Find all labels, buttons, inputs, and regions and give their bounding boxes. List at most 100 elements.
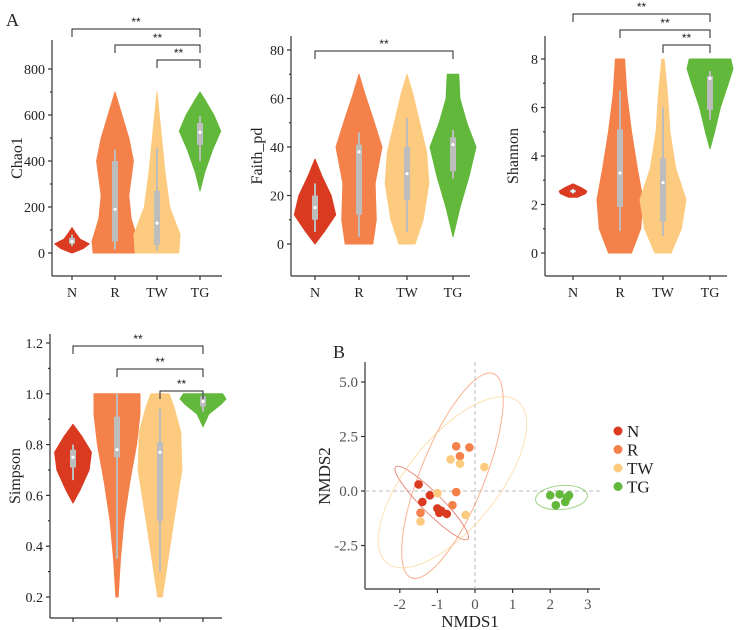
legend-label: TW xyxy=(627,459,654,478)
iqr-box xyxy=(660,158,666,222)
y-tick-label: 40 xyxy=(270,141,284,156)
significance-label: ** xyxy=(153,31,163,45)
median-point xyxy=(405,172,409,176)
iqr-box xyxy=(450,137,456,172)
y-tick-label: 0.0 xyxy=(339,484,358,500)
point-N xyxy=(414,480,423,489)
significance-bracket xyxy=(572,13,711,22)
y-tick-label: 0.6 xyxy=(26,489,44,504)
point-TW xyxy=(455,459,465,469)
y-tick-label: 6 xyxy=(531,102,538,117)
significance-bracket xyxy=(71,28,201,37)
legend-label: N xyxy=(627,422,639,441)
iqr-box xyxy=(617,129,623,207)
point-R xyxy=(451,487,461,497)
y-axis-label: Shannon xyxy=(505,128,522,184)
x-tick-label: R xyxy=(615,286,625,301)
y-tick-label: 0 xyxy=(38,247,45,262)
x-tick-label: 1 xyxy=(509,597,517,613)
y-axis-label: Simpson xyxy=(7,448,24,504)
point-R xyxy=(455,451,465,461)
y-tick-label: 200 xyxy=(24,201,45,216)
point-TW xyxy=(461,510,470,520)
point-R xyxy=(416,508,425,518)
y-tick-label: 60 xyxy=(270,93,284,108)
point-N xyxy=(418,497,427,507)
median-point xyxy=(618,171,622,175)
x-tick-label: R xyxy=(112,628,122,630)
confidence-ellipse-TW xyxy=(377,396,528,569)
legend-label: TG xyxy=(627,478,650,497)
iqr-box xyxy=(707,75,713,110)
y-tick-label: 8 xyxy=(531,53,538,68)
confidence-ellipse-R xyxy=(401,372,504,579)
significance-bracket xyxy=(314,50,454,59)
point-TW xyxy=(433,488,442,498)
significance-bracket xyxy=(72,345,204,354)
median-point xyxy=(198,130,202,134)
x-tick-label: N xyxy=(68,628,78,630)
iqr-box xyxy=(114,416,120,458)
iqr-box xyxy=(197,123,203,145)
x-tick-label: -2 xyxy=(394,597,407,613)
significance-label: ** xyxy=(131,15,141,29)
x-tick-label: 0 xyxy=(471,597,479,613)
point-TG xyxy=(545,491,555,500)
y-tick-label: 0.2 xyxy=(26,591,44,606)
y-tick-label: 600 xyxy=(24,109,45,124)
y-axis-label: Chao1 xyxy=(9,137,26,179)
significance-bracket xyxy=(159,390,204,399)
legend-label: R xyxy=(627,441,639,460)
y-tick-label: 1.0 xyxy=(26,388,44,403)
median-point xyxy=(113,207,117,211)
median-point xyxy=(571,189,575,193)
significance-label: ** xyxy=(155,355,165,369)
median-point xyxy=(708,76,712,80)
point-TW xyxy=(416,517,425,526)
significance-label: ** xyxy=(133,332,143,346)
point-N xyxy=(425,491,435,500)
x-tick-label: TG xyxy=(194,628,213,630)
point-TW xyxy=(446,455,455,464)
significance-label: ** xyxy=(177,377,187,391)
iqr-box xyxy=(356,144,362,215)
point-TG xyxy=(551,500,561,510)
x-tick-label: R xyxy=(354,286,364,301)
simpson-panel: 0.2 0.4 0.6 0.8 1.0 1.2 Simpson N R TW TG ** ** ** xyxy=(7,332,227,630)
significance-label: ** xyxy=(660,16,670,30)
y-tick-label: 20 xyxy=(270,190,284,205)
point-TG xyxy=(555,489,564,499)
median-point xyxy=(451,142,455,147)
y-tick-label: 2 xyxy=(531,199,538,214)
x-tick-label: N xyxy=(310,286,320,301)
significance-bracket xyxy=(156,59,201,68)
y-tick-label: 0.8 xyxy=(26,439,44,454)
significance-bracket xyxy=(114,44,201,53)
x-tick-label: TW xyxy=(149,628,172,630)
median-point xyxy=(357,150,361,154)
y-tick-label: 0 xyxy=(277,238,284,253)
x-tick-label: TW xyxy=(396,286,419,301)
point-TG xyxy=(562,493,572,502)
panel-label-a: A xyxy=(6,10,19,30)
confidence-ellipse-TG xyxy=(535,484,588,511)
median-point xyxy=(201,399,205,404)
x-tick-label: TG xyxy=(191,286,210,301)
significance-bracket xyxy=(662,44,711,53)
median-point xyxy=(70,239,74,244)
faith_pd-panel: 0 20 40 60 80 Faith_pd N R TW TG ** xyxy=(249,36,477,301)
median-point xyxy=(115,448,119,452)
median-point xyxy=(158,450,162,454)
y-axis-label: NMDS2 xyxy=(315,447,334,505)
point-R xyxy=(465,443,474,452)
significance-bracket xyxy=(116,368,204,377)
y-tick-label: 0 xyxy=(531,247,538,262)
x-tick-label: -1 xyxy=(431,597,444,613)
y-tick-label: 1.2 xyxy=(26,337,44,352)
legend-marker-TW xyxy=(613,463,623,473)
x-axis-label: NMDS1 xyxy=(441,612,499,630)
significance-label: ** xyxy=(174,46,184,60)
significance-label: ** xyxy=(682,31,692,45)
chao1-panel: 0 200 400 600 800 Chao1 N R TW TG ** ** ** xyxy=(9,15,222,301)
